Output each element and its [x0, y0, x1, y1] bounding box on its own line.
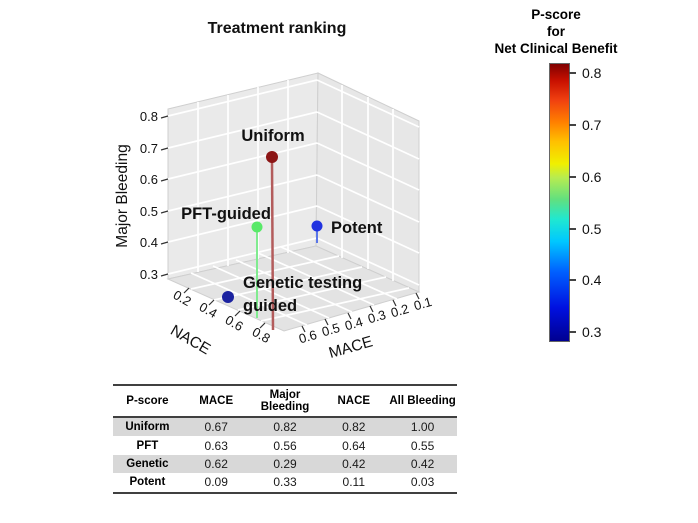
header-all-bleeding: All Bleeding [388, 395, 457, 407]
mace-tick-label-4: 0.2 [389, 301, 411, 320]
cell-major-bleeding: 0.82 [273, 420, 297, 435]
cell-mace: 0.63 [204, 438, 228, 453]
colorbar: P-score for Net Clinical Benefit 0.8 0.7… [470, 6, 680, 356]
z-tick-label-5: 0.3 [140, 267, 158, 282]
table-header-row: P-score MACE Major Bleeding NACE All Ble… [113, 386, 457, 418]
table-row-genetic: Genetic 0.62 0.29 0.42 0.42 [113, 454, 457, 474]
potent-point [311, 220, 323, 232]
colorbar-gradient [549, 63, 570, 342]
table-row-uniform: Uniform 0.67 0.82 0.82 1.00 [113, 418, 457, 437]
header-major-bleeding: Major Bleeding [251, 389, 320, 413]
mace-tick-label-3: 0.3 [366, 307, 388, 326]
colorbar-tick-4 [569, 279, 576, 281]
z-tick-label-4: 0.4 [140, 235, 158, 250]
cell-all-bleeding: 0.42 [410, 456, 435, 471]
colorbar-title-line3: Net Clinical Benefit [494, 41, 618, 56]
row-label: Genetic [126, 457, 169, 470]
data-points [222, 151, 323, 303]
plot-left-wall [167, 72, 319, 280]
potent-label: Potent [331, 219, 383, 237]
header-nace: NACE [319, 395, 388, 407]
genetic-label-line1: Genetic testing [243, 274, 362, 292]
header-major-bleeding-line1: Major [269, 389, 301, 401]
uniform-point [266, 151, 278, 163]
nace-tick-label-3: 0.8 [250, 324, 273, 346]
row-label: Uniform [125, 421, 170, 434]
pft-point [251, 221, 263, 233]
mace-axis-label: MACE [327, 333, 375, 362]
cell-all-bleeding: 1.00 [410, 420, 435, 435]
z-tick-label-0: 0.8 [140, 109, 158, 124]
cell-major-bleeding: 0.33 [273, 475, 297, 490]
genetic-point [222, 291, 234, 303]
colorbar-tick-0 [569, 72, 576, 74]
cell-mace: 0.62 [204, 456, 228, 471]
row-label: Potent [129, 476, 166, 489]
header-mace-text: MACE [199, 395, 234, 407]
colorbar-title-line1: P-score [531, 7, 581, 22]
cell-all-bleeding: 0.03 [410, 475, 435, 490]
colorbar-tick-label-4: 0.4 [582, 272, 602, 288]
header-all-bleeding-text: All Bleeding [389, 395, 456, 407]
table-row-pft: PFT 0.63 0.56 0.64 0.55 [113, 436, 457, 454]
z-tick-label-2: 0.6 [140, 172, 158, 187]
cell-nace: 0.11 [342, 475, 366, 490]
colorbar-tick-label-1: 0.7 [582, 117, 602, 133]
genetic-label-line2: guided [243, 297, 297, 315]
table-row-potent: Potent 0.09 0.33 0.11 0.03 [113, 473, 457, 491]
header-p-score: P-score [113, 395, 182, 407]
z-tick-label-3: 0.5 [140, 204, 158, 219]
cell-mace: 0.09 [204, 475, 228, 490]
colorbar-tick-label-2: 0.6 [582, 169, 602, 185]
colorbar-tick-label-0: 0.8 [582, 65, 602, 81]
colorbar-tick-label-5: 0.3 [582, 324, 602, 340]
mace-tick-label-0: 0.6 [297, 327, 319, 346]
header-nace-text: NACE [337, 395, 371, 407]
mace-axis: 0.6 0.5 0.4 0.3 0.2 0.1 MACE [297, 292, 434, 362]
colorbar-tick-label-3: 0.5 [582, 221, 602, 237]
cell-mace: 0.67 [204, 420, 228, 435]
mace-tick-label-1: 0.5 [320, 320, 342, 339]
mace-tick-label-2: 0.4 [343, 314, 365, 333]
z-axis-label: Major Bleeding [114, 144, 131, 247]
header-major-bleeding-line2: Bleeding [260, 401, 310, 413]
cell-all-bleeding: 0.55 [410, 438, 435, 453]
colorbar-title: P-score for Net Clinical Benefit [470, 6, 642, 57]
z-axis: 0.8 0.7 0.6 0.5 0.4 0.3 Major Bleeding [114, 109, 169, 282]
pft-label: PFT-guided [181, 205, 271, 223]
point-stems [256, 160, 318, 331]
uniform-stem [270, 160, 275, 331]
p-score-table: P-score MACE Major Bleeding NACE All Ble… [113, 384, 457, 494]
header-p-score-text: P-score [126, 395, 169, 407]
uniform-label: Uniform [241, 127, 304, 145]
cell-major-bleeding: 0.56 [273, 438, 297, 453]
row-label: PFT [136, 439, 159, 452]
nace-tick-label-2: 0.6 [223, 312, 246, 334]
cell-major-bleeding: 0.29 [273, 456, 297, 471]
treatment-ranking-3d-plot: Treatment ranking [114, 20, 434, 362]
cell-nace: 0.42 [342, 456, 366, 471]
nace-tick-label-0: 0.2 [171, 287, 194, 309]
cell-nace: 0.64 [342, 438, 366, 453]
point-labels: Uniform PFT-guided Potent Genetic testin… [181, 127, 383, 315]
colorbar-tick-1 [569, 124, 576, 126]
colorbar-tick-5 [569, 331, 576, 333]
colorbar-title-line2: for [547, 24, 565, 39]
z-tick-label-1: 0.7 [140, 141, 158, 156]
mace-tick-label-5: 0.1 [412, 294, 434, 313]
nace-tick-label-1: 0.4 [197, 299, 220, 321]
cell-nace: 0.82 [342, 420, 366, 435]
plot-title: Treatment ranking [208, 20, 347, 37]
nace-axis-label: NACE [167, 322, 213, 358]
header-mace: MACE [182, 395, 251, 407]
colorbar-tick-3 [569, 228, 576, 230]
colorbar-tick-2 [569, 176, 576, 178]
